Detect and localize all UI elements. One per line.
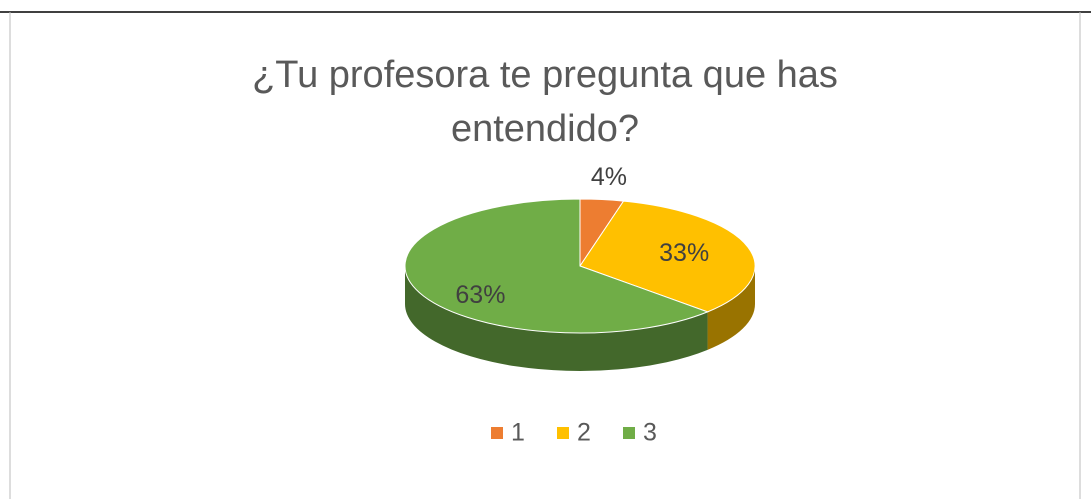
slice-side [405, 266, 708, 371]
legend-swatch [491, 427, 503, 439]
slice [404, 198, 709, 334]
data-label: 33% [659, 239, 709, 267]
slice-side [707, 266, 755, 350]
data-label: 4% [591, 163, 627, 191]
data-label: 63% [455, 281, 505, 309]
slice [579, 200, 756, 313]
legend-swatch [623, 427, 635, 439]
chart-title: ¿Tu profesora te pregunta que has entend… [252, 54, 838, 150]
legend-label: 3 [643, 419, 657, 447]
legend-swatch [557, 427, 569, 439]
legend-label: 2 [577, 419, 591, 447]
legend-label: 1 [511, 419, 525, 447]
